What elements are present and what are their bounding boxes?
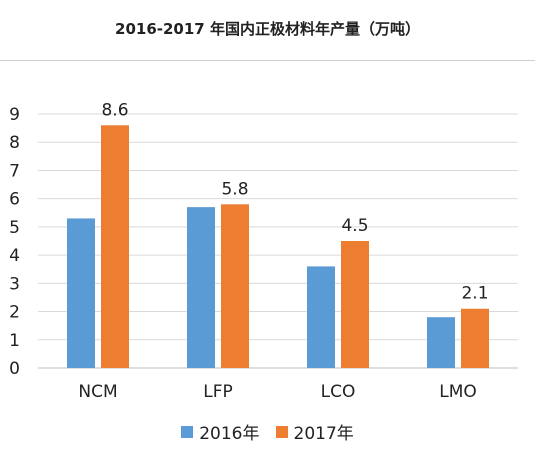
x-tick-label: LCO: [321, 382, 356, 402]
bar-lco-series-1: [341, 241, 369, 368]
y-tick-label: 1: [9, 331, 20, 351]
y-tick-label: 0: [9, 359, 20, 379]
x-tick-label: LMO: [439, 382, 477, 402]
y-tick-label: 6: [9, 190, 20, 210]
y-tick-label: 8: [9, 133, 20, 153]
bar-lfp-series-1: [221, 204, 249, 368]
bar-chart: 0 1 2 3 4 5 6 7 8 9 8.6 NCM 5.8 LFP 4.5 LCO 2.1 LMO: [9, 100, 518, 402]
bar-ncm-series-0: [67, 218, 95, 368]
y-tick-label: 5: [9, 218, 20, 238]
bar-lmo-series-0: [427, 317, 455, 368]
x-tick-label: LFP: [203, 382, 233, 402]
y-tick-label: 4: [9, 246, 20, 266]
title-divider: [0, 60, 535, 61]
legend-swatch-2016: [181, 425, 194, 438]
y-tick-label: 2: [9, 303, 20, 323]
y-tick-label: 7: [9, 161, 20, 181]
y-tick-label: 9: [9, 105, 20, 125]
bar-lfp-series-0: [187, 207, 215, 368]
chart-title: 2016-2017 年国内正极材料年产量（万吨）: [115, 20, 420, 38]
legend-item-2016: 2016年: [181, 419, 260, 444]
bar-ncm-series-1: [101, 125, 129, 369]
legend-label-2017: 2017年: [293, 424, 354, 444]
chart-legend: 2016年 2017年: [0, 419, 535, 444]
data-label: 8.6: [101, 100, 128, 120]
data-label: 4.5: [341, 216, 368, 236]
data-label: 2.1: [461, 284, 488, 304]
bar-lco-series-0: [307, 266, 335, 368]
legend-item-2017: 2017年: [275, 419, 354, 444]
bar-lmo-series-1: [461, 308, 489, 368]
data-label: 5.8: [221, 179, 248, 199]
legend-swatch-2017: [275, 425, 288, 438]
x-tick-label: NCM: [78, 382, 117, 402]
legend-label-2016: 2016年: [199, 424, 260, 444]
y-tick-label: 3: [9, 274, 20, 294]
